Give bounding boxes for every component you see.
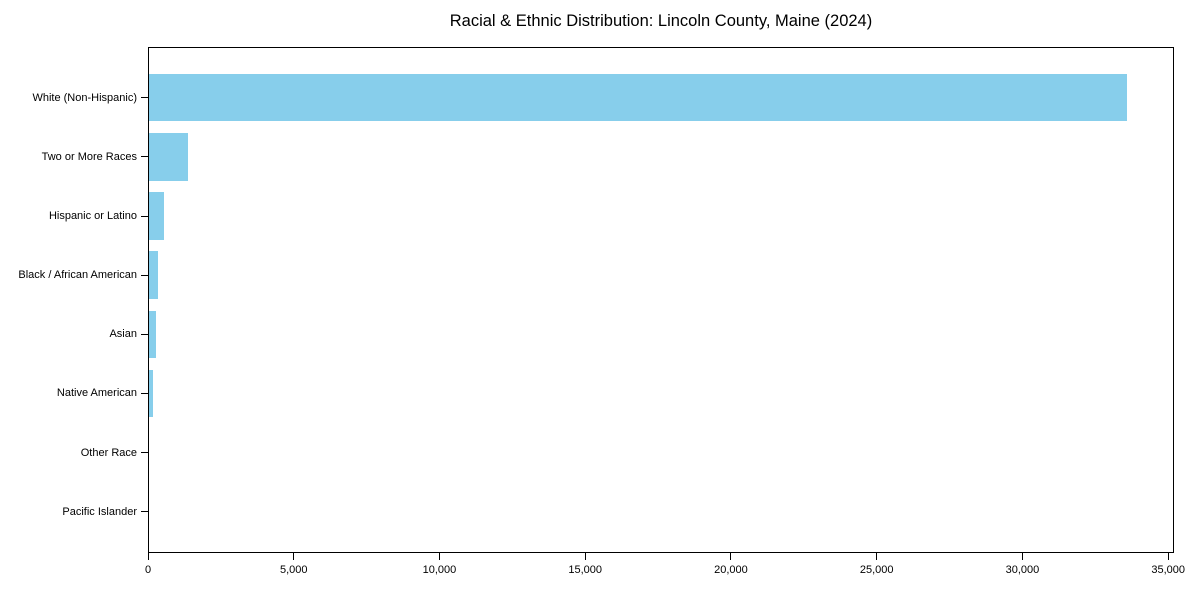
bar-white-non-hispanic — [149, 73, 1128, 122]
x-tick-label: 25,000 — [859, 564, 894, 576]
x-tick-mark — [584, 553, 586, 560]
y-tick-mark — [141, 452, 148, 454]
x-tick-label: 0 — [144, 564, 152, 576]
x-tick-label: 10,000 — [422, 564, 457, 576]
x-tick-mark — [438, 553, 440, 560]
y-tick-label: Other Race — [80, 446, 137, 459]
bar-two-or-more-races — [149, 133, 188, 181]
x-tick-mark — [1167, 553, 1169, 560]
y-tick-label: Native American — [56, 387, 137, 400]
y-tick-mark — [141, 215, 148, 217]
plot-area — [148, 47, 1174, 553]
x-tick-label: 30,000 — [1005, 564, 1040, 576]
x-tick-mark — [730, 553, 732, 560]
bar-black-african-american — [149, 251, 159, 299]
y-tick-label: Asian — [109, 328, 137, 341]
y-tick-label: Two or More Races — [41, 150, 137, 163]
bar-native-american — [149, 369, 153, 418]
y-tick-label: Hispanic or Latino — [48, 210, 137, 222]
y-tick-label: Black / African American — [18, 269, 137, 282]
x-tick-label: 5,000 — [279, 564, 308, 576]
x-tick-mark — [876, 553, 878, 560]
bar-hispanic-or-latino — [149, 192, 165, 240]
chart-title: Racial & Ethnic Distribution: Lincoln Co… — [449, 12, 873, 30]
bar-asian — [149, 310, 157, 359]
y-tick-label: Pacific Islander — [62, 505, 137, 518]
x-tick-mark — [147, 553, 149, 560]
x-tick-label: 35,000 — [1151, 564, 1185, 576]
y-tick-mark — [141, 392, 148, 394]
x-tick-label: 15,000 — [568, 564, 603, 576]
x-tick-mark — [293, 553, 295, 560]
y-tick-mark — [141, 333, 148, 335]
y-tick-label: White (Non-Hispanic) — [32, 91, 137, 104]
y-tick-mark — [141, 274, 148, 276]
y-tick-mark — [141, 511, 148, 513]
x-tick-label: 20,000 — [714, 564, 748, 576]
y-tick-mark — [141, 97, 148, 99]
y-tick-mark — [141, 156, 148, 158]
x-tick-mark — [1021, 553, 1023, 560]
